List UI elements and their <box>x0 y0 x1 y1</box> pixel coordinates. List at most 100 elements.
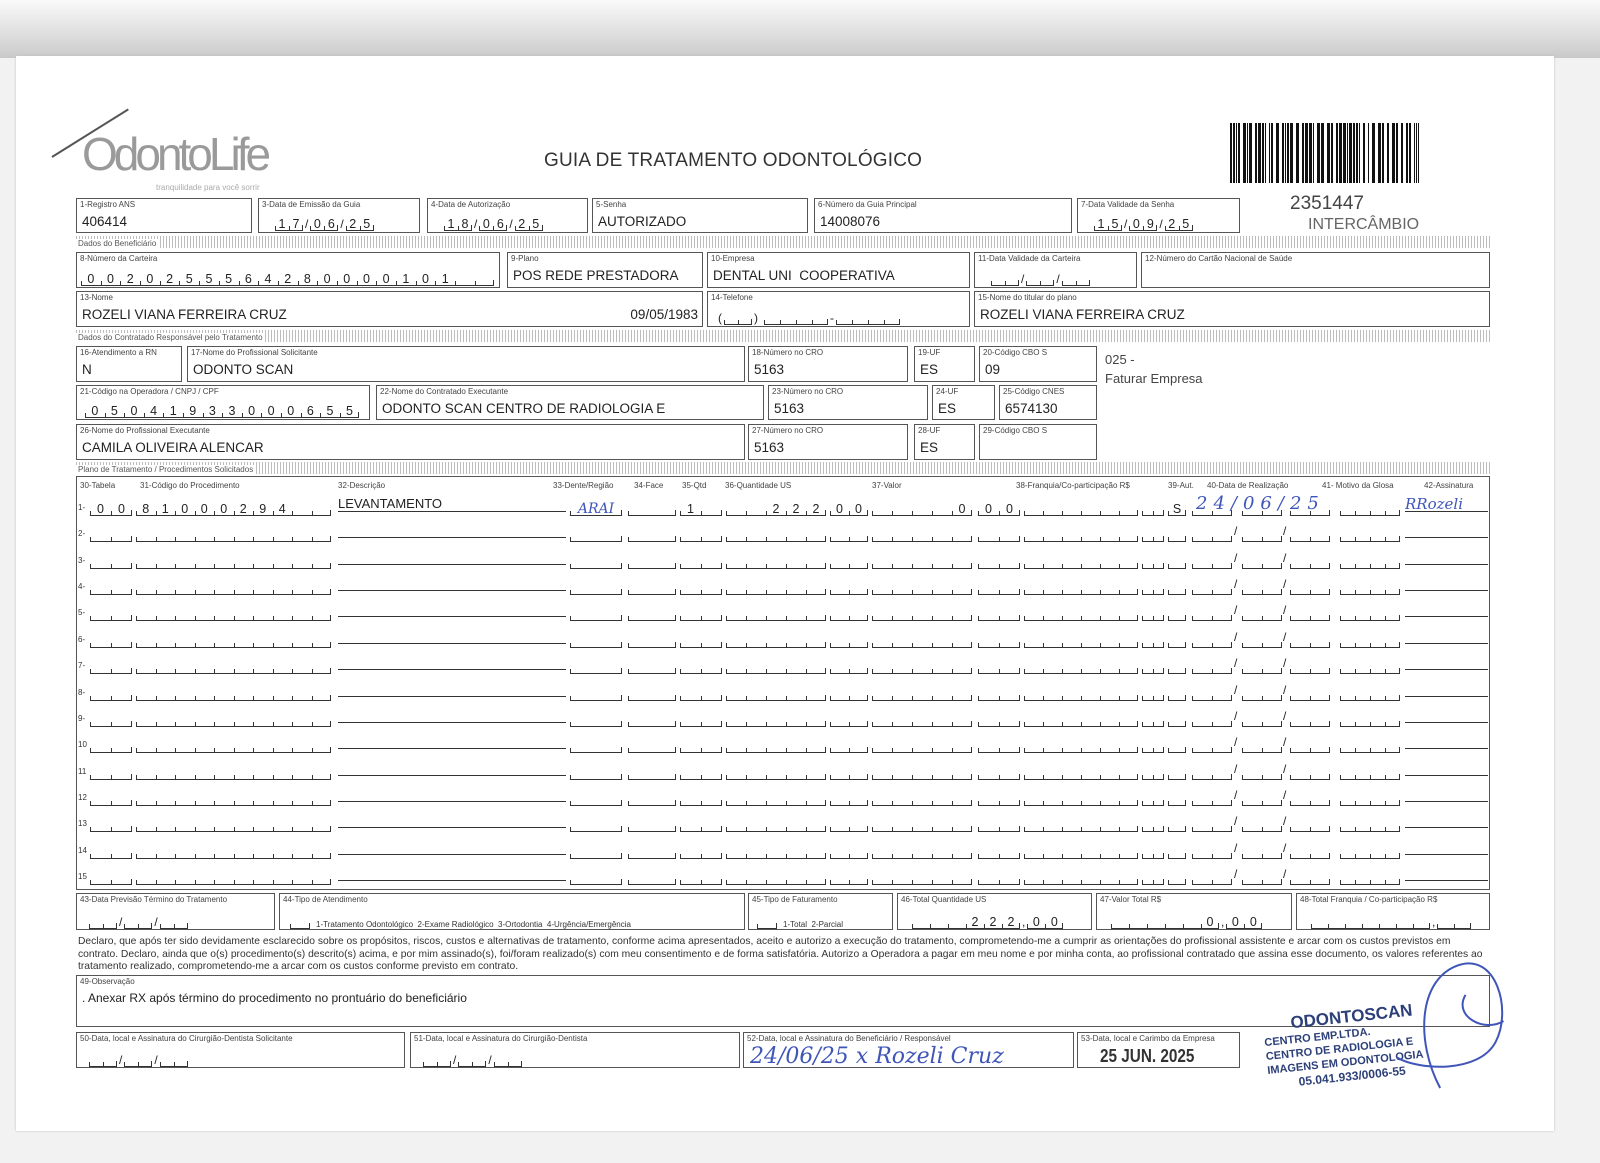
franquia-dec-cell[interactable] <box>1142 581 1164 596</box>
aut-cell[interactable] <box>1168 528 1186 543</box>
data-month-cell[interactable] <box>1242 607 1282 622</box>
qtd-cell[interactable] <box>680 633 722 648</box>
tabela-cell[interactable] <box>90 686 132 701</box>
dente-cell[interactable] <box>570 871 622 886</box>
dente-cell[interactable] <box>570 554 622 569</box>
data-month-cell[interactable] <box>1242 686 1282 701</box>
data-day-cell[interactable] <box>1192 502 1232 516</box>
dente-cell[interactable] <box>570 607 622 622</box>
face-cell[interactable] <box>628 765 676 780</box>
data-month-cell[interactable] <box>1242 871 1282 886</box>
franquia-dec-cell[interactable] <box>1142 871 1164 886</box>
codigo-cell[interactable] <box>136 712 331 727</box>
valor-int-cell[interactable] <box>872 712 972 727</box>
face-cell[interactable] <box>628 818 676 833</box>
qtd-cell[interactable] <box>680 712 722 727</box>
motivo-glosa-cell[interactable] <box>1340 686 1400 701</box>
franquia-dec-cell[interactable] <box>1142 686 1164 701</box>
aut-cell[interactable] <box>1168 581 1186 596</box>
qtd-cell[interactable] <box>680 739 722 754</box>
franquia-int-cell[interactable] <box>1024 818 1138 833</box>
valor-int-cell[interactable] <box>872 554 972 569</box>
assinatura-cell[interactable] <box>1405 865 1488 882</box>
face-cell[interactable] <box>628 528 676 543</box>
data-year-cell[interactable] <box>1290 528 1330 543</box>
data-year-cell[interactable] <box>1290 712 1330 727</box>
data-month-cell[interactable] <box>1242 765 1282 780</box>
motivo-glosa-cell[interactable] <box>1340 502 1400 516</box>
tabela-cell[interactable] <box>90 844 132 859</box>
face-cell[interactable] <box>628 844 676 859</box>
data-day-cell[interactable] <box>1192 660 1232 675</box>
valor-dec-cell[interactable] <box>978 607 1020 622</box>
qtd-us-int-cell[interactable] <box>726 791 826 806</box>
descricao-cell[interactable] <box>338 654 566 671</box>
descricao-cell[interactable] <box>338 549 566 565</box>
qtd-us-dec-cell[interactable] <box>830 686 868 701</box>
valor-int-cell[interactable]: 0 <box>872 502 972 516</box>
valor-dec-cell[interactable] <box>978 554 1020 569</box>
qtd-us-int-cell[interactable] <box>726 712 826 727</box>
aut-cell[interactable]: S <box>1168 502 1186 516</box>
assinatura-cell[interactable] <box>1405 681 1488 697</box>
qtd-cell[interactable] <box>680 818 722 833</box>
data-month-cell[interactable] <box>1242 818 1282 833</box>
franquia-dec-cell[interactable] <box>1142 607 1164 622</box>
franquia-dec-cell[interactable] <box>1142 712 1164 727</box>
codigo-cell[interactable] <box>136 660 331 675</box>
qtd-us-int-cell[interactable] <box>726 607 826 622</box>
assinatura-cell[interactable] <box>1405 575 1488 592</box>
franquia-dec-cell[interactable] <box>1142 528 1164 543</box>
franquia-int-cell[interactable] <box>1024 581 1138 596</box>
tipo-faturamento-input[interactable] <box>757 915 777 929</box>
assinatura-cell[interactable] <box>1405 733 1488 750</box>
valor-dec-cell[interactable] <box>978 712 1020 727</box>
data-month-cell[interactable] <box>1242 633 1282 648</box>
motivo-glosa-cell[interactable] <box>1340 818 1400 833</box>
tabela-cell[interactable] <box>90 660 132 675</box>
data-month-cell[interactable] <box>1242 660 1282 675</box>
qtd-cell[interactable] <box>680 765 722 780</box>
dente-cell[interactable] <box>570 633 622 648</box>
qtd-us-dec-cell[interactable] <box>830 871 868 886</box>
qtd-us-dec-cell[interactable] <box>830 844 868 859</box>
qtd-us-dec-cell[interactable] <box>830 791 868 806</box>
valor-int-cell[interactable] <box>872 791 972 806</box>
dente-cell[interactable] <box>570 844 622 859</box>
motivo-glosa-cell[interactable] <box>1340 871 1400 886</box>
valor-dec-cell[interactable] <box>978 844 1020 859</box>
aut-cell[interactable] <box>1168 765 1186 780</box>
assinatura-cell[interactable] <box>1405 839 1488 855</box>
assinatura-cell[interactable] <box>1405 628 1488 644</box>
data-day-cell[interactable] <box>1192 818 1232 833</box>
aut-cell[interactable] <box>1168 607 1186 622</box>
assinatura-cell[interactable] <box>1405 601 1488 618</box>
data-month-cell[interactable] <box>1242 581 1282 596</box>
valor-dec-cell[interactable] <box>978 581 1020 596</box>
descricao-cell[interactable] <box>338 839 566 855</box>
data-year-cell[interactable] <box>1290 871 1330 886</box>
codigo-cell[interactable] <box>136 818 331 833</box>
franquia-dec-cell[interactable] <box>1142 844 1164 859</box>
data-month-cell[interactable] <box>1242 712 1282 727</box>
qtd-cell[interactable] <box>680 844 722 859</box>
aut-cell[interactable] <box>1168 818 1186 833</box>
data-month-cell[interactable] <box>1242 528 1282 543</box>
qtd-cell[interactable] <box>680 607 722 622</box>
descricao-cell[interactable] <box>338 707 566 723</box>
franquia-int-cell[interactable] <box>1024 739 1138 754</box>
assinatura-cell[interactable] <box>1405 812 1488 829</box>
qtd-us-int-cell[interactable] <box>726 818 826 833</box>
qtd-us-int-cell[interactable] <box>726 686 826 701</box>
face-cell[interactable] <box>628 633 676 648</box>
valor-int-cell[interactable] <box>872 739 972 754</box>
face-cell[interactable] <box>628 686 676 701</box>
qtd-cell[interactable] <box>680 871 722 886</box>
face-cell[interactable] <box>628 607 676 622</box>
franquia-int-cell[interactable] <box>1024 871 1138 886</box>
codigo-cell[interactable] <box>136 739 331 754</box>
qtd-cell[interactable] <box>680 660 722 675</box>
